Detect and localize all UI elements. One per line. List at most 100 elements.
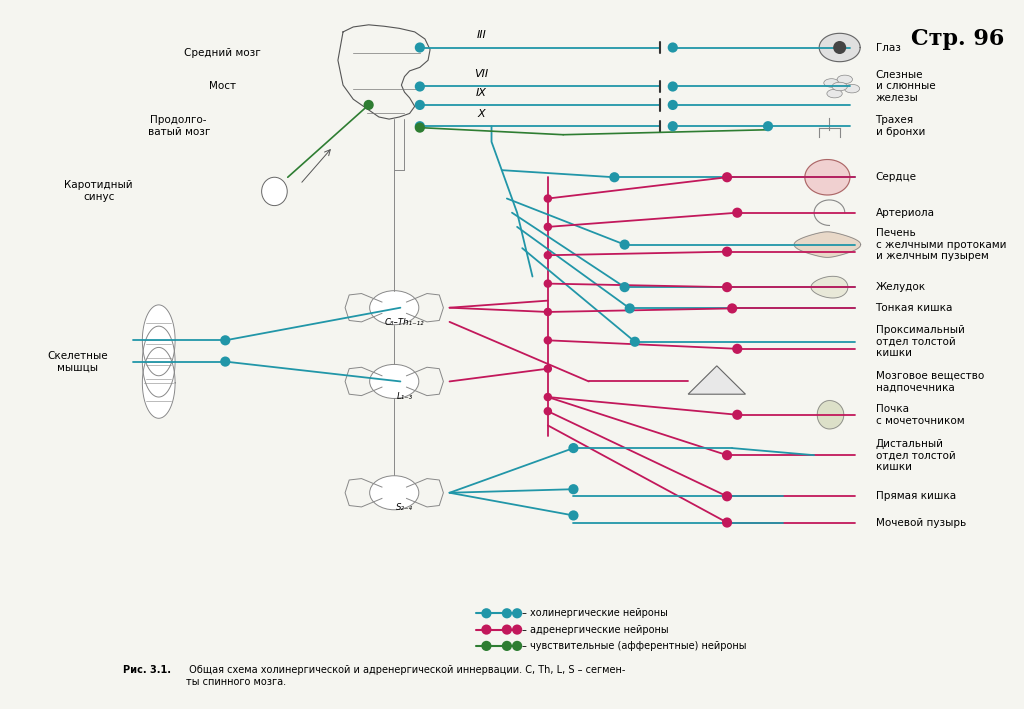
- Ellipse shape: [723, 451, 731, 459]
- Text: X: X: [477, 109, 485, 119]
- Polygon shape: [142, 347, 175, 418]
- Ellipse shape: [545, 408, 551, 415]
- Ellipse shape: [545, 337, 551, 344]
- Text: Мозговое вещество
надпочечника: Мозговое вещество надпочечника: [876, 371, 984, 392]
- Ellipse shape: [545, 365, 551, 372]
- Ellipse shape: [569, 444, 578, 452]
- Text: III: III: [476, 30, 486, 40]
- Text: Стр. 96: Стр. 96: [910, 28, 1005, 50]
- Text: VII: VII: [474, 69, 488, 79]
- Ellipse shape: [482, 642, 490, 650]
- Ellipse shape: [416, 122, 424, 130]
- Text: Скелетные
мышцы: Скелетные мышцы: [47, 351, 108, 372]
- Ellipse shape: [723, 518, 731, 527]
- Text: – чувствительные (афферентные) нейроны: – чувствительные (афферентные) нейроны: [522, 641, 746, 651]
- Ellipse shape: [669, 122, 677, 130]
- Polygon shape: [819, 33, 860, 62]
- Text: Дистальный
отдел толстой
кишки: Дистальный отдел толстой кишки: [876, 439, 955, 471]
- Ellipse shape: [545, 223, 551, 230]
- Text: Мост: Мост: [209, 82, 236, 91]
- Ellipse shape: [416, 101, 424, 109]
- Text: Каротидный
синус: Каротидный синус: [65, 180, 133, 201]
- Ellipse shape: [669, 43, 677, 52]
- Text: Тонкая кишка: Тонкая кишка: [876, 303, 953, 313]
- Ellipse shape: [503, 609, 511, 618]
- Text: IX: IX: [476, 88, 486, 98]
- Ellipse shape: [844, 84, 859, 93]
- Ellipse shape: [621, 240, 629, 249]
- Ellipse shape: [723, 492, 731, 501]
- Ellipse shape: [723, 247, 731, 256]
- Ellipse shape: [545, 252, 551, 259]
- Ellipse shape: [503, 642, 511, 650]
- Polygon shape: [805, 160, 850, 195]
- Text: Мочевой пузырь: Мочевой пузырь: [876, 518, 966, 527]
- Text: Рис. 3.1.: Рис. 3.1.: [123, 665, 171, 675]
- Ellipse shape: [834, 42, 846, 53]
- Ellipse shape: [416, 43, 424, 52]
- Ellipse shape: [569, 485, 578, 493]
- Polygon shape: [795, 232, 860, 257]
- Polygon shape: [142, 326, 175, 397]
- Ellipse shape: [621, 283, 629, 291]
- Text: Печень
с желчными протоками
и желчным пузырем: Печень с желчными протоками и желчным пу…: [876, 228, 1006, 261]
- Text: Общая схема холинергической и адренергической иннервации. C, Th, L, S – сегмен-
: Общая схема холинергической и адренергич…: [186, 665, 626, 686]
- Text: – адренергические нейроны: – адренергические нейроны: [522, 625, 669, 635]
- Text: Средний мозг: Средний мозг: [184, 48, 261, 58]
- Ellipse shape: [416, 82, 424, 91]
- Polygon shape: [811, 277, 848, 298]
- Ellipse shape: [831, 82, 847, 91]
- Ellipse shape: [262, 177, 287, 206]
- Text: Желудок: Желудок: [876, 282, 926, 292]
- Text: Проксимальный
отдел толстой
кишки: Проксимальный отдел толстой кишки: [876, 325, 965, 358]
- Text: Сердце: Сердце: [876, 172, 916, 182]
- Ellipse shape: [365, 101, 373, 109]
- Ellipse shape: [513, 625, 521, 634]
- Ellipse shape: [545, 195, 551, 202]
- Polygon shape: [142, 305, 175, 376]
- Ellipse shape: [764, 122, 772, 130]
- Ellipse shape: [827, 89, 842, 98]
- Polygon shape: [688, 366, 745, 394]
- Ellipse shape: [513, 642, 521, 650]
- Ellipse shape: [545, 280, 551, 287]
- Ellipse shape: [545, 308, 551, 316]
- Ellipse shape: [503, 625, 511, 634]
- Text: – холинергические нейроны: – холинергические нейроны: [522, 608, 668, 618]
- Ellipse shape: [221, 336, 229, 345]
- Ellipse shape: [728, 304, 736, 313]
- Ellipse shape: [482, 625, 490, 634]
- Ellipse shape: [626, 304, 634, 313]
- Ellipse shape: [823, 79, 839, 87]
- Ellipse shape: [669, 82, 677, 91]
- Text: L₁₋₃: L₁₋₃: [396, 392, 413, 401]
- Ellipse shape: [370, 476, 419, 510]
- Text: Трахея
и бронхи: Трахея и бронхи: [876, 116, 925, 137]
- Text: Глаз: Глаз: [876, 43, 900, 52]
- Ellipse shape: [416, 123, 424, 132]
- Text: Артериола: Артериола: [876, 208, 935, 218]
- Text: Прямая кишка: Прямая кишка: [876, 491, 955, 501]
- Ellipse shape: [733, 208, 741, 217]
- Ellipse shape: [370, 364, 419, 398]
- Ellipse shape: [221, 357, 229, 366]
- Ellipse shape: [669, 101, 677, 109]
- Ellipse shape: [610, 173, 618, 182]
- Ellipse shape: [838, 75, 852, 84]
- Text: Слезные
и слюнные
железы: Слезные и слюнные железы: [876, 70, 935, 103]
- Text: S₂₋₄: S₂₋₄: [396, 503, 413, 512]
- Polygon shape: [817, 401, 844, 429]
- Ellipse shape: [723, 283, 731, 291]
- Ellipse shape: [370, 291, 419, 325]
- Ellipse shape: [513, 609, 521, 618]
- Ellipse shape: [482, 609, 490, 618]
- Ellipse shape: [631, 337, 639, 346]
- Text: Почка
с мочеточником: Почка с мочеточником: [876, 404, 965, 425]
- Ellipse shape: [723, 173, 731, 182]
- Text: Продолго-
ватый мозг: Продолго- ватый мозг: [147, 116, 210, 137]
- Ellipse shape: [545, 393, 551, 401]
- Text: C₈–Th₁₋₁₂: C₈–Th₁₋₁₂: [385, 318, 424, 327]
- Ellipse shape: [733, 411, 741, 419]
- Ellipse shape: [569, 511, 578, 520]
- Ellipse shape: [733, 345, 741, 353]
